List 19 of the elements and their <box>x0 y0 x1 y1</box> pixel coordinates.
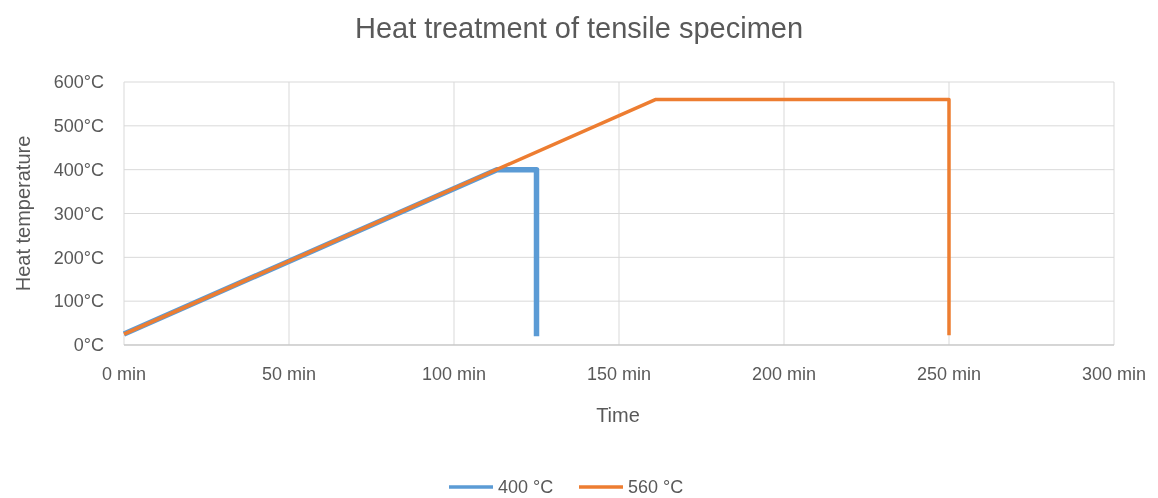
legend-label: 560 °C <box>628 477 684 498</box>
x-tick-label: 250 min <box>916 364 982 384</box>
legend-label: 400 °C <box>498 477 554 498</box>
y-tick-label: 100°C <box>53 291 104 312</box>
y-tick-label: 600°C <box>53 72 104 93</box>
chart-title: Heat treatment of tensile specimen <box>354 12 804 44</box>
x-tick-label: 300 min <box>1081 364 1147 384</box>
x-tick-label: 100 min <box>421 364 487 384</box>
y-tick-label: 300°C <box>53 203 104 224</box>
x-tick-label: 0 min <box>101 364 147 384</box>
y-tick-label: 200°C <box>53 247 104 268</box>
x-tick-label: 50 min <box>261 364 317 384</box>
x-tick-label: 150 min <box>586 364 652 384</box>
y-axis-title: Heat temperature <box>12 135 34 292</box>
x-tick-label: 200 min <box>751 364 817 384</box>
y-tick-label: 0°C <box>73 335 104 356</box>
x-axis-title: Time <box>596 404 640 426</box>
y-tick-label: 500°C <box>53 116 104 137</box>
y-tick-label: 400°C <box>53 159 104 180</box>
